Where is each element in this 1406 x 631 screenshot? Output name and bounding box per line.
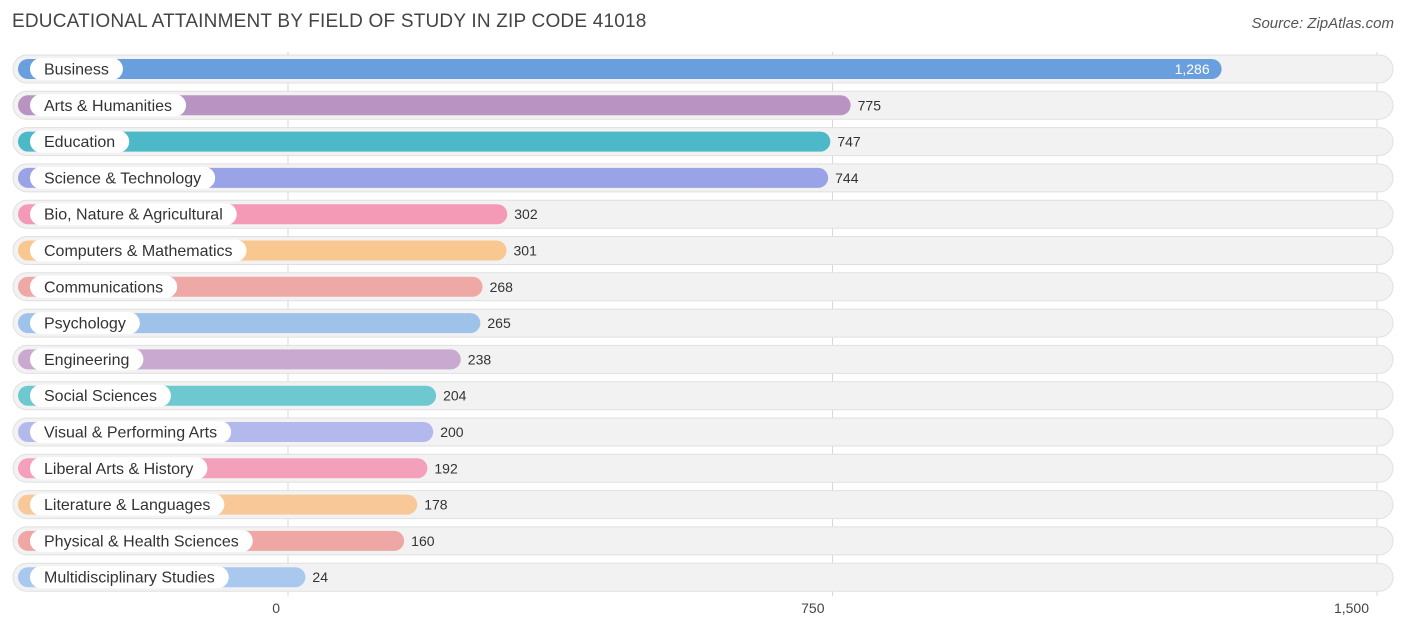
bar-row: Psychology 265	[12, 308, 1394, 338]
x-tick-label: 750	[801, 600, 825, 616]
bar-row: Engineering 238	[12, 344, 1394, 374]
category-label-pill	[30, 239, 247, 262]
bar-row: Communications 268	[12, 272, 1394, 302]
value-label: 744	[835, 170, 859, 186]
value-label: 268	[490, 279, 514, 295]
bar-row: Multidisciplinary Studies 24	[12, 562, 1394, 592]
category-label: Visual & Performing Arts	[44, 425, 217, 442]
value-label: 178	[424, 497, 448, 513]
x-tick-label: 0	[272, 600, 280, 616]
bar-row: Education 747	[12, 127, 1394, 157]
category-label: Physical & Health Sciences	[44, 533, 239, 550]
category-label-pill	[30, 566, 229, 589]
row-track	[12, 562, 1394, 592]
bar-row: Physical & Health Sciences 160	[12, 526, 1394, 556]
value-label: 265	[487, 315, 511, 331]
category-label-pill	[30, 130, 130, 153]
value-label: 24	[312, 569, 328, 585]
category-label: Literature & Languages	[44, 497, 210, 514]
category-label: Education	[44, 134, 115, 151]
bar	[18, 131, 831, 152]
bar-row: Arts & Humanities 775	[12, 90, 1394, 120]
category-label: Computers & Mathematics	[44, 243, 233, 260]
category-label-pill	[30, 94, 187, 117]
bar	[18, 59, 1222, 79]
category-label: Business	[44, 62, 109, 79]
category-label: Liberal Arts & History	[44, 461, 193, 478]
bar-row: Literature & Languages 178	[12, 490, 1394, 520]
category-label: Multidisciplinary Studies	[44, 570, 215, 587]
value-label: 160	[411, 533, 435, 549]
bar-row: Bio, Nature & Agricultural 302	[12, 199, 1394, 229]
bar-row: Business 1,286	[12, 54, 1394, 84]
category-label-pill	[30, 421, 232, 443]
chart-title: EDUCATIONAL ATTAINMENT BY FIELD OF STUDY…	[12, 11, 647, 32]
bar-row: Visual & Performing Arts 200	[12, 417, 1394, 447]
category-label-pill	[30, 457, 208, 480]
value-label: 200	[440, 424, 464, 440]
x-tick-label: 1,500	[1334, 600, 1369, 616]
category-label: Psychology	[44, 316, 126, 333]
category-label-pill	[30, 58, 123, 80]
value-label: 204	[443, 388, 467, 404]
bar-row: Computers & Mathematics 301	[12, 236, 1394, 265]
bar-row: Liberal Arts & History 192	[12, 453, 1394, 483]
bar-row: Social Sciences 204	[12, 381, 1394, 411]
bar-row: Science & Technology 744	[12, 163, 1394, 193]
category-label-pill	[30, 348, 144, 371]
category-label-pill	[30, 493, 225, 516]
value-label: 775	[858, 97, 882, 113]
category-label-pill	[30, 166, 216, 189]
x-axis: 0 750 1,500	[272, 600, 1369, 616]
category-label-pill	[30, 312, 140, 335]
category-label: Communications	[44, 279, 163, 296]
category-label-pill	[30, 203, 237, 226]
category-label: Arts & Humanities	[44, 98, 172, 115]
category-label-pill	[30, 529, 253, 552]
value-label: 238	[468, 351, 492, 367]
category-label: Engineering	[44, 352, 129, 369]
value-label: 301	[514, 243, 538, 259]
bar	[18, 95, 851, 116]
value-label: 1,286	[1175, 61, 1210, 77]
category-label: Social Sciences	[44, 388, 157, 405]
value-label: 747	[837, 134, 861, 150]
value-label: 192	[434, 460, 458, 476]
category-label: Bio, Nature & Agricultural	[44, 207, 223, 224]
source-note: Source: ZipAtlas.com	[1251, 15, 1394, 32]
category-label-pill	[30, 275, 178, 298]
category-label-pill	[30, 384, 171, 407]
value-label: 302	[514, 206, 538, 222]
bar	[18, 167, 829, 188]
category-label: Science & Technology	[44, 170, 201, 187]
